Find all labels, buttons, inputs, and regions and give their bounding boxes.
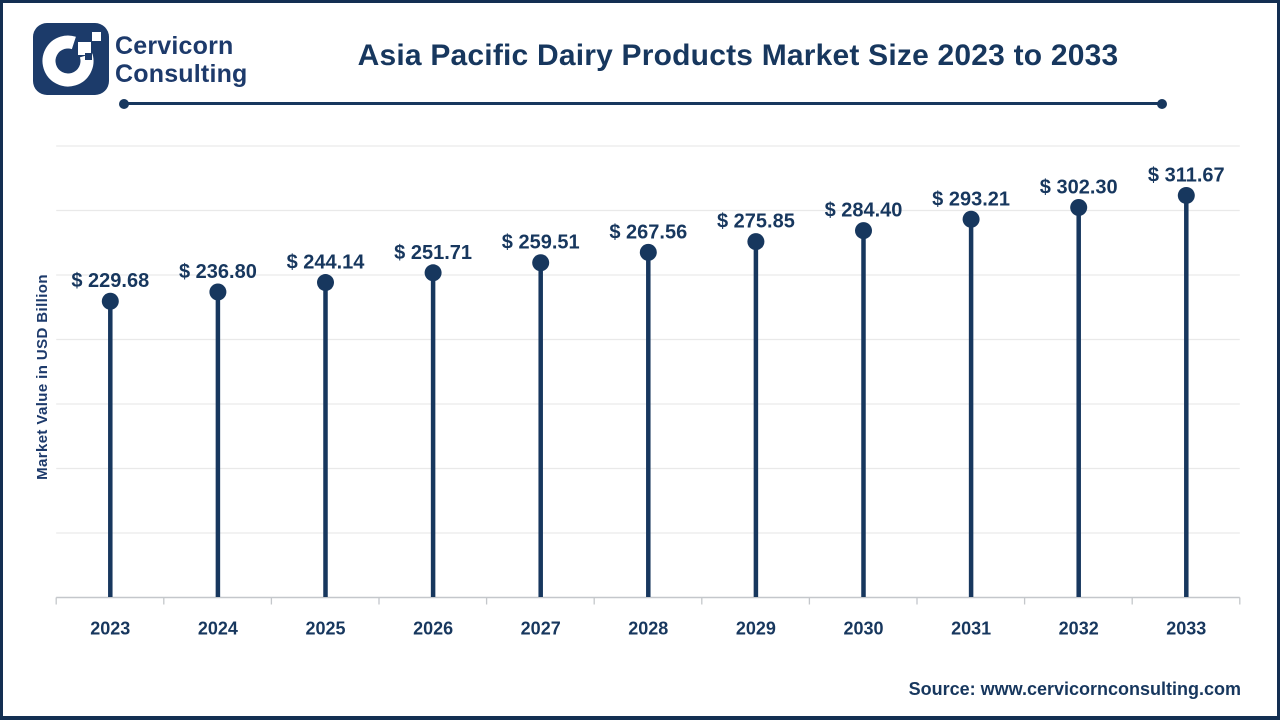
year-label-2032: 2032 bbox=[1059, 619, 1099, 639]
dot-2028 bbox=[639, 243, 657, 261]
title-underline bbox=[119, 98, 1167, 109]
y-axis-title: Market Value in USD Billion bbox=[34, 274, 51, 480]
dot-2023 bbox=[101, 292, 119, 310]
year-label-2024: 2024 bbox=[198, 619, 238, 639]
dot-2031 bbox=[962, 210, 980, 228]
value-label-2031: $ 293.21 bbox=[932, 188, 1010, 210]
value-label-2033: $ 311.67 bbox=[1148, 164, 1225, 186]
brand-name-line1: Cervicorn bbox=[115, 32, 234, 60]
value-label-2025: $ 244.14 bbox=[287, 252, 366, 274]
dot-2026 bbox=[424, 264, 442, 282]
year-label-2031: 2031 bbox=[951, 619, 991, 639]
dot-2030 bbox=[855, 222, 872, 240]
source-text: Source: www.cervicornconsulting.com bbox=[908, 679, 1241, 699]
cervicorn-logo-icon bbox=[33, 23, 109, 95]
value-label-2026: $ 251.71 bbox=[394, 242, 472, 264]
year-label-2030: 2030 bbox=[843, 619, 883, 639]
year-label-2023: 2023 bbox=[90, 619, 130, 639]
year-label-2033: 2033 bbox=[1166, 619, 1206, 639]
dot-2032 bbox=[1070, 199, 1088, 217]
brand-logo bbox=[33, 23, 109, 95]
year-label-2026: 2026 bbox=[413, 619, 453, 639]
year-label-2027: 2027 bbox=[521, 619, 561, 639]
value-label-2024: $ 236.80 bbox=[179, 261, 257, 283]
dot-2025 bbox=[317, 274, 334, 292]
dot-2024 bbox=[209, 283, 227, 301]
chart-title: Asia Pacific Dairy Products Market Size … bbox=[357, 39, 1119, 72]
value-label-2030: $ 284.40 bbox=[825, 200, 903, 222]
value-label-2027: $ 259.51 bbox=[502, 232, 580, 254]
lollipop-chart: $ 229.68 2023 $ 236.80 2024 $ 244.14 2025 $ 25… bbox=[34, 145, 1241, 639]
dot-2033 bbox=[1177, 186, 1195, 204]
brand-name: Cervicorn Consulting bbox=[115, 32, 248, 88]
year-label-2028: 2028 bbox=[628, 619, 668, 639]
year-label-2029: 2029 bbox=[736, 619, 776, 639]
dot-2027 bbox=[532, 254, 550, 272]
value-label-2029: $ 275.85 bbox=[717, 211, 795, 233]
value-label-2023: $ 229.68 bbox=[71, 270, 149, 292]
value-label-2032: $ 302.30 bbox=[1040, 177, 1118, 199]
dot-2029 bbox=[747, 233, 765, 251]
year-label-2025: 2025 bbox=[305, 619, 345, 639]
value-label-2028: $ 267.56 bbox=[609, 221, 687, 243]
brand-name-line2: Consulting bbox=[115, 60, 248, 88]
